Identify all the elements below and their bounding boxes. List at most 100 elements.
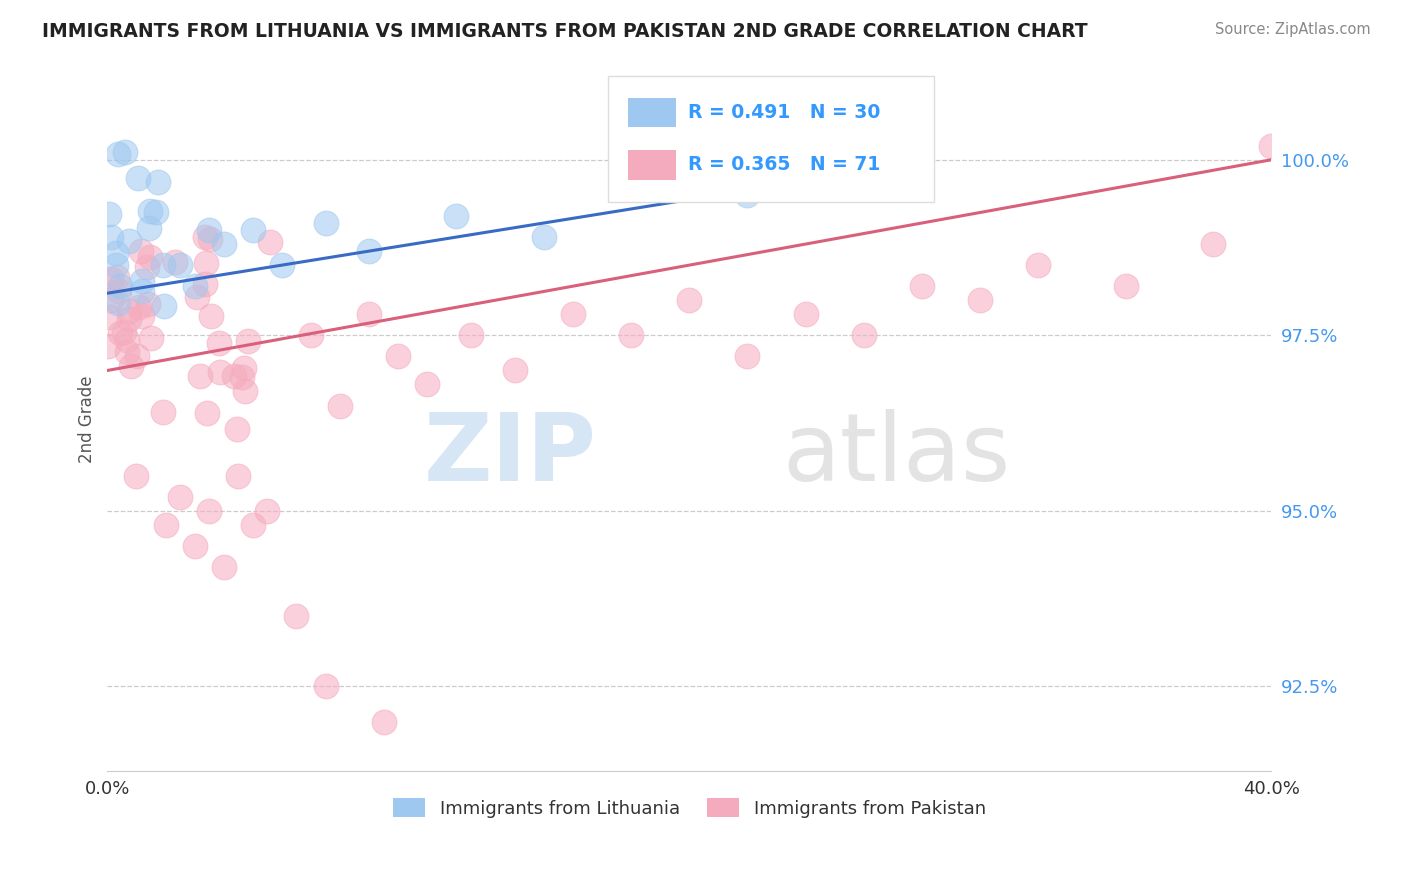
Point (107, 296, 129, 310)
Point (145, 205, 167, 219)
Point (100, 230, 122, 244)
Point (152, 405, 174, 419)
Point (200, 232, 222, 246)
Point (208, 365, 231, 379)
Point (118, 311, 141, 326)
Point (882, 167, 904, 181)
Point (794, 307, 817, 321)
Point (108, 284, 131, 298)
FancyBboxPatch shape (627, 98, 676, 128)
Point (329, 399, 352, 413)
Point (969, 293, 991, 308)
FancyBboxPatch shape (607, 76, 934, 202)
Point (139, 204, 162, 219)
Point (118, 235, 141, 249)
Point (1115, 279, 1137, 293)
Point (131, 244, 153, 258)
Point (131, 274, 153, 288)
Point (678, 293, 700, 308)
Point (163, 255, 186, 269)
Point (373, 714, 395, 729)
Point (561, 307, 583, 321)
Point (195, 256, 218, 270)
Point (198, 504, 221, 518)
Point (299, 328, 322, 343)
Point (200, 309, 222, 323)
Point (620, 328, 643, 343)
Point (533, 230, 555, 244)
Point (120, 359, 142, 373)
Point (97, 207, 120, 221)
Point (259, 235, 281, 249)
Point (212, 560, 235, 574)
Point (146, 175, 169, 189)
Point (1260, 138, 1282, 153)
Point (125, 349, 148, 363)
Point (186, 290, 208, 304)
FancyBboxPatch shape (627, 150, 676, 180)
Point (169, 258, 191, 272)
Point (1202, 237, 1225, 252)
Point (256, 504, 278, 518)
Point (131, 309, 153, 323)
Point (108, 326, 131, 340)
Point (226, 422, 249, 436)
Point (226, 468, 249, 483)
Text: R = 0.365   N = 71: R = 0.365 N = 71 (688, 155, 880, 175)
Point (105, 245, 128, 260)
Point (236, 334, 259, 348)
Point (195, 406, 218, 420)
Point (107, 147, 129, 161)
Point (136, 297, 159, 311)
Point (737, 350, 759, 364)
Point (169, 490, 191, 504)
Point (128, 301, 150, 315)
Point (136, 260, 159, 274)
Point (222, 368, 245, 383)
Point (416, 377, 439, 392)
Text: ZIP: ZIP (423, 409, 596, 500)
Text: atlas: atlas (782, 409, 1011, 500)
Point (115, 334, 138, 348)
Point (737, 188, 759, 202)
Point (233, 384, 256, 399)
Point (153, 300, 176, 314)
Point (194, 230, 217, 244)
Text: Source: ZipAtlas.com: Source: ZipAtlas.com (1215, 22, 1371, 37)
Point (212, 237, 235, 252)
Point (232, 361, 254, 376)
Point (188, 368, 211, 383)
Point (100, 293, 122, 308)
Point (198, 223, 221, 237)
Text: IMMIGRANTS FROM LITHUANIA VS IMMIGRANTS FROM PAKISTAN 2ND GRADE CORRELATION CHAR: IMMIGRANTS FROM LITHUANIA VS IMMIGRANTS … (42, 22, 1088, 41)
Point (97, 339, 120, 353)
Point (105, 258, 128, 272)
Y-axis label: 2nd Grade: 2nd Grade (79, 376, 96, 463)
Point (125, 468, 148, 483)
Point (503, 363, 526, 377)
Point (315, 680, 337, 694)
Point (131, 284, 153, 298)
Point (285, 609, 308, 624)
Point (118, 304, 141, 318)
Point (183, 279, 205, 293)
Point (100, 272, 122, 286)
Point (852, 328, 875, 343)
Point (242, 223, 264, 237)
Point (141, 331, 163, 345)
Text: R = 0.491   N = 30: R = 0.491 N = 30 (688, 103, 880, 122)
Point (387, 350, 409, 364)
Point (114, 145, 136, 159)
Point (359, 307, 381, 321)
Point (460, 328, 482, 343)
Point (98, 310, 121, 325)
Point (115, 345, 138, 359)
Point (105, 269, 128, 284)
Point (127, 171, 149, 186)
Point (194, 277, 217, 292)
Point (359, 244, 381, 258)
Point (315, 216, 337, 230)
Point (1028, 258, 1050, 272)
Point (242, 517, 264, 532)
Point (183, 539, 205, 553)
